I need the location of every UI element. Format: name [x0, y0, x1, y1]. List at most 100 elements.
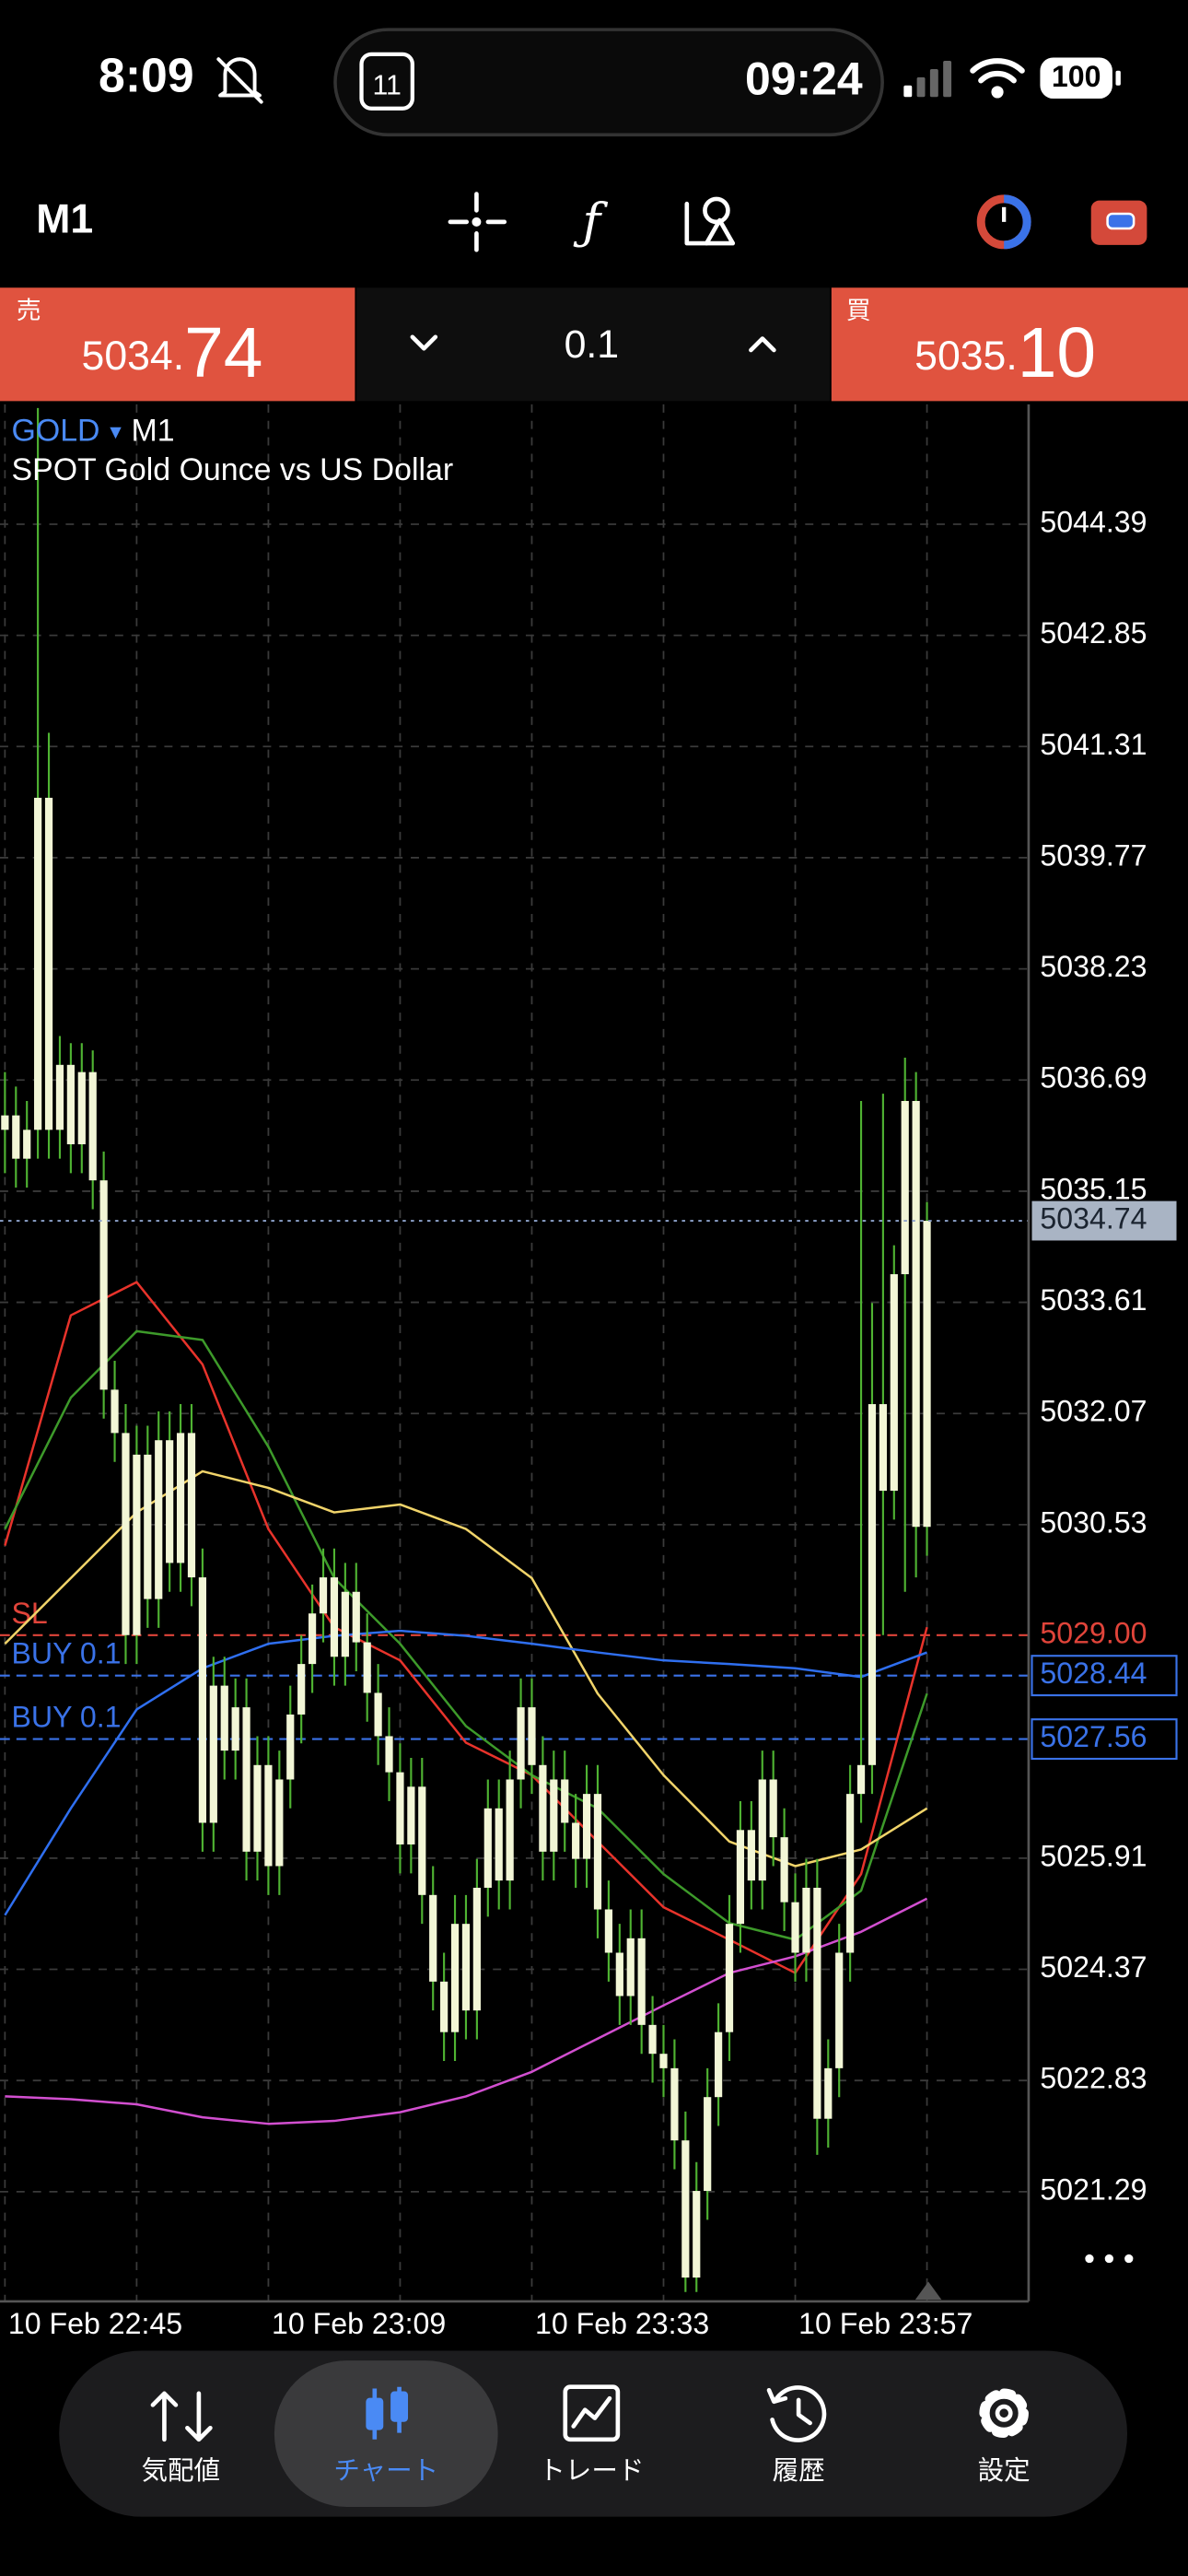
- level-price: 5027.56: [1040, 1720, 1147, 1753]
- candle-body: [187, 1433, 196, 1578]
- candle-body: [407, 1786, 415, 1844]
- candle-body: [352, 1591, 360, 1643]
- y-tick-label: 5041.31: [1040, 728, 1147, 761]
- island-time: 09:24: [745, 53, 863, 104]
- tab-bar: [59, 2350, 1127, 2517]
- sell-button[interactable]: [0, 287, 355, 402]
- scroll-marker[interactable]: [914, 2281, 942, 2301]
- chart-tab-icon: [366, 2386, 409, 2440]
- bell-muted-icon: [216, 57, 263, 104]
- candle-body: [912, 1100, 920, 1528]
- crosshair-button[interactable]: [448, 192, 507, 252]
- y-tick-label: 5021.29: [1040, 2172, 1147, 2206]
- buy-price: 5035.10: [914, 314, 1096, 392]
- battery-icon: [1040, 57, 1112, 100]
- candle-body: [297, 1664, 306, 1715]
- candle-body: [901, 1100, 909, 1275]
- sell-price-tail: 74: [184, 314, 262, 392]
- y-tick-label: 5024.37: [1040, 1950, 1147, 1984]
- x-tick-label: 10 Feb 22:45: [8, 2307, 182, 2340]
- bid-price: 5034.74: [1040, 1202, 1147, 1235]
- candle-body: [253, 1764, 262, 1852]
- candle-body: [66, 1064, 75, 1144]
- battery-level: 100: [1052, 60, 1101, 93]
- candle-body: [231, 1707, 239, 1751]
- candle-body: [34, 797, 42, 1130]
- candle-body: [363, 1642, 371, 1693]
- candle-body: [99, 1180, 108, 1390]
- tab-label[interactable]: 設定: [978, 2456, 1031, 2486]
- candle-body: [758, 1779, 766, 1881]
- volume-down[interactable]: [410, 334, 438, 351]
- tab-highlight: [274, 2360, 498, 2507]
- objects-button[interactable]: [684, 196, 736, 246]
- candle-body: [166, 1440, 174, 1563]
- level-price: 5028.44: [1040, 1657, 1147, 1690]
- candle-body: [846, 1794, 855, 1953]
- candle-body: [12, 1115, 20, 1159]
- buy-label: 買: [846, 297, 871, 324]
- wifi-icon: [970, 58, 1025, 99]
- candle-body: [528, 1707, 536, 1765]
- y-tick-label: 5038.23: [1040, 950, 1147, 983]
- candle-body: [429, 1894, 437, 1982]
- buy-button[interactable]: [831, 287, 1188, 402]
- calendar-icon: [359, 52, 414, 111]
- tab-label[interactable]: チャート: [333, 2456, 438, 2486]
- candle-body: [714, 2032, 723, 2098]
- candle-body: [264, 1764, 273, 1867]
- candle-body: [890, 1274, 898, 1492]
- chart-symbol[interactable]: GOLD ▾ M1: [11, 413, 174, 448]
- trade-icon[interactable]: [1090, 200, 1147, 245]
- sell-label: 売: [17, 297, 41, 324]
- candle-body: [923, 1221, 931, 1528]
- candle-body: [813, 1887, 821, 2119]
- trade-tab-icon: [563, 2384, 621, 2442]
- candle-body: [275, 1779, 284, 1867]
- candle-body: [550, 1779, 558, 1852]
- candle-body: [242, 1707, 250, 1852]
- candle-body: [539, 1764, 547, 1852]
- tab-label[interactable]: 気配値: [141, 2456, 220, 2486]
- moving-average: [4, 1629, 927, 1916]
- volume-panel: [356, 287, 831, 402]
- one-click-icon[interactable]: [976, 194, 1031, 250]
- candle-body: [385, 1736, 393, 1773]
- tab-label[interactable]: トレード: [539, 2456, 644, 2486]
- candle-body: [582, 1794, 591, 1859]
- timeframe-button[interactable]: M1: [36, 197, 93, 242]
- candle-body: [286, 1714, 295, 1780]
- x-tick-label: 10 Feb 23:09: [272, 2307, 446, 2340]
- candle-body: [418, 1786, 426, 1895]
- candle-body: [604, 1909, 613, 1953]
- y-tick-label: 5044.39: [1040, 505, 1147, 538]
- candle-body: [1, 1115, 9, 1130]
- candle-body: [133, 1454, 141, 1635]
- battery-tip: [1115, 70, 1121, 86]
- candle-body: [111, 1389, 119, 1434]
- volume-up[interactable]: [749, 336, 776, 353]
- y-tick-label: 5033.61: [1040, 1283, 1147, 1317]
- clock: 8:09: [99, 48, 194, 101]
- x-tick-label: 10 Feb 23:57: [798, 2307, 973, 2340]
- candle-body: [517, 1707, 525, 1780]
- volume[interactable]: 0.1: [565, 322, 620, 367]
- history-tab-icon: [766, 2385, 827, 2442]
- more-button[interactable]: [1085, 2254, 1134, 2264]
- candle-body: [209, 1685, 217, 1823]
- chart[interactable]: SL BUY 0.1 BUY 0.1: [0, 404, 1029, 2301]
- candle-body: [693, 2191, 701, 2278]
- tab-label[interactable]: 履歴: [773, 2456, 825, 2486]
- candle-body: [122, 1433, 130, 1635]
- candle-body: [736, 1830, 745, 1925]
- level-label: SL: [11, 1597, 47, 1630]
- candle-body: [802, 1887, 810, 1953]
- candle-body: [626, 1938, 635, 1996]
- buy-price-tail: 10: [1018, 314, 1096, 392]
- candle-body: [44, 797, 53, 1130]
- candle-body: [144, 1454, 152, 1599]
- settings-tab-icon: [979, 2388, 1029, 2439]
- y-tick-label: 5039.77: [1040, 838, 1147, 872]
- candle-body: [572, 1822, 580, 1859]
